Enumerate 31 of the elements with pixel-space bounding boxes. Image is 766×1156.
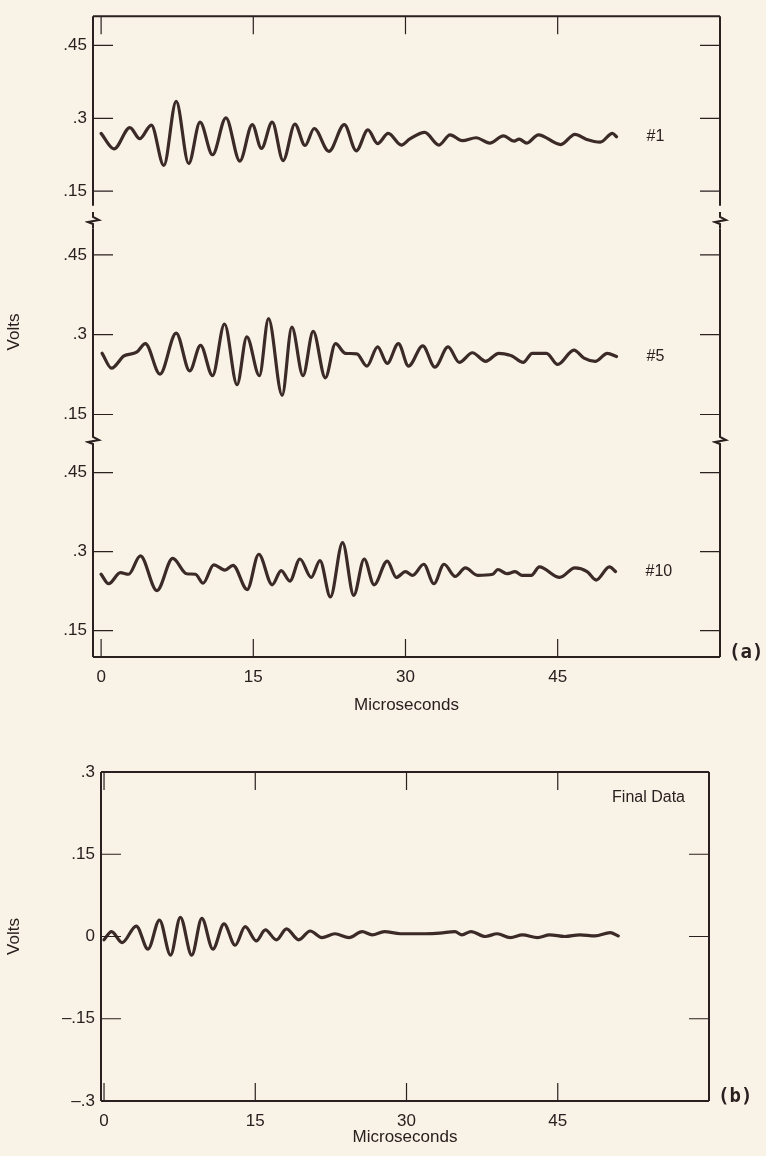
y-tick-label: –.3 — [71, 1090, 95, 1110]
x-tick-label: 0 — [99, 1110, 109, 1130]
x-tick-label: 45 — [548, 1110, 568, 1130]
y-tick-label: –.15 — [61, 1008, 95, 1028]
y-tick-label: .3 — [72, 107, 87, 127]
x-tick-label: 15 — [245, 1110, 265, 1130]
x-tick-label: 30 — [396, 666, 415, 686]
x-axis-title: Microseconds — [354, 695, 459, 715]
y-tick-label: .15 — [63, 620, 87, 640]
y-tick-label: .3 — [72, 541, 87, 561]
x-tick-label: 45 — [548, 666, 568, 686]
y-tick-label: .15 — [63, 404, 87, 424]
y-tick-label: .45 — [63, 244, 87, 264]
text: (b) — [718, 1084, 753, 1107]
series-label: #5 — [646, 346, 665, 364]
y-axis-title: Volts — [3, 313, 23, 351]
y-tick-label: .3 — [80, 761, 95, 781]
x-axis-title: Microseconds — [352, 1127, 458, 1147]
y-tick-label: .15 — [71, 843, 95, 863]
text: (a) — [729, 640, 764, 663]
y-tick-label: .3 — [72, 324, 87, 344]
x-tick-label: 30 — [397, 1110, 416, 1130]
y-tick-label: 0 — [85, 926, 95, 946]
series-label: #1 — [646, 127, 665, 145]
y-tick-label: .45 — [63, 462, 87, 482]
y-tick-label: .15 — [63, 180, 87, 200]
series-label: #10 — [645, 562, 673, 580]
y-axis-title: Volts — [3, 918, 23, 955]
y-tick-label: .45 — [63, 35, 87, 55]
text: Final Data — [612, 788, 686, 806]
x-tick-label: 15 — [243, 666, 263, 686]
